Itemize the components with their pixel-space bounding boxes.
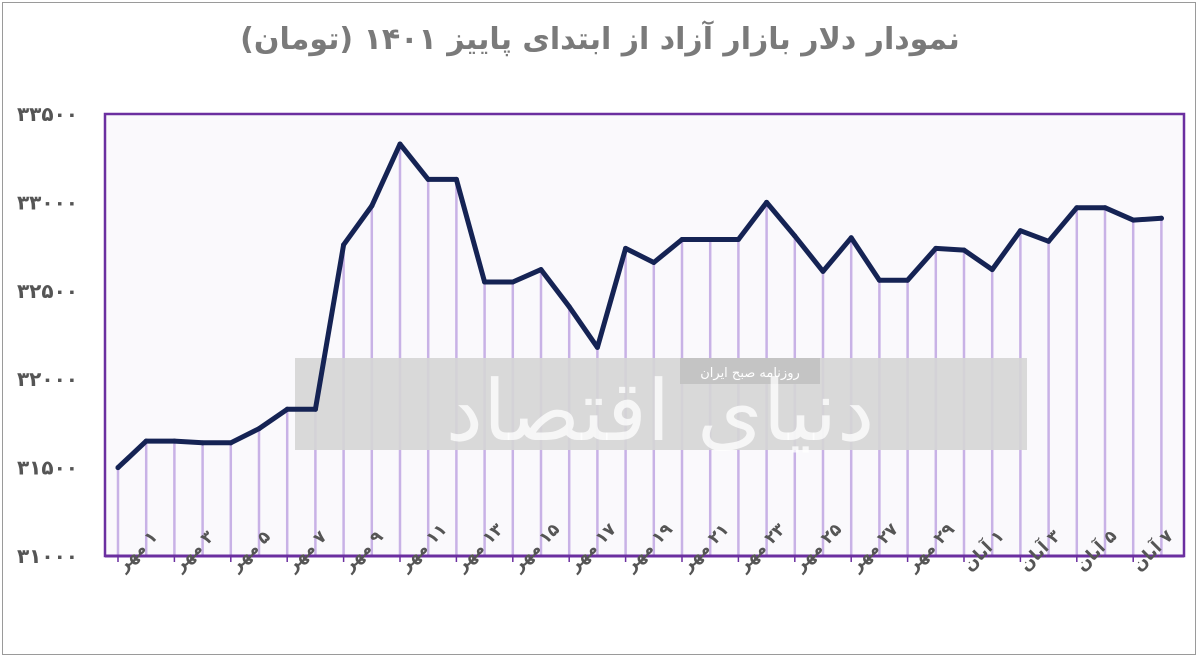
data-point <box>933 245 939 251</box>
data-point <box>510 279 516 285</box>
plot-area <box>105 114 1184 556</box>
data-point <box>905 277 911 283</box>
data-point <box>961 247 967 253</box>
data-point <box>171 438 177 444</box>
data-point <box>284 406 290 412</box>
data-point <box>256 426 262 432</box>
data-point <box>1158 215 1164 221</box>
data-point <box>679 237 685 243</box>
y-tick-label: ۳۱۰۰۰ <box>17 544 78 568</box>
data-point <box>876 277 882 283</box>
data-point <box>566 304 572 310</box>
watermark-subtitle: روزنامه صبح ایران <box>700 366 800 381</box>
data-point <box>228 440 234 446</box>
data-point <box>115 465 121 471</box>
data-point <box>200 440 206 446</box>
data-point <box>1074 205 1080 211</box>
data-point <box>341 242 347 248</box>
data-point <box>1130 217 1136 223</box>
data-points <box>115 141 1164 471</box>
data-point <box>453 176 459 182</box>
data-point <box>623 245 629 251</box>
watermark: روزنامه صبح ایران دنیای اقتصاد <box>295 358 1027 460</box>
y-tick-label: ۳۳۵۰۰ <box>17 102 78 126</box>
data-point <box>538 267 544 273</box>
data-point <box>369 203 375 209</box>
watermark-band <box>295 358 1027 450</box>
y-tick-label: ۳۲۰۰۰ <box>17 367 78 391</box>
series-line <box>115 141 1164 471</box>
watermark-sub-band <box>680 358 820 384</box>
y-axis: ۳۱۰۰۰ ۳۱۵۰۰ ۳۲۰۰۰ ۳۲۵۰۰ ۳۳۰۰۰ ۳۳۵۰۰ <box>17 102 78 568</box>
data-point <box>764 199 770 205</box>
data-point <box>1017 228 1023 234</box>
data-point <box>989 267 995 273</box>
data-point <box>143 438 149 444</box>
data-point <box>425 176 431 182</box>
data-point <box>651 260 657 266</box>
y-tick-label: ۳۲۵۰۰ <box>17 279 78 303</box>
data-point <box>792 233 798 239</box>
data-point <box>820 268 826 274</box>
data-point <box>1046 238 1052 244</box>
watermark-logo-text: دنیای اقتصاد <box>446 362 875 460</box>
data-point <box>397 141 403 147</box>
data-point <box>1102 205 1108 211</box>
chart-title: نمودار دلار بازار آزاد از ابتدای پاییز ۱… <box>240 22 960 57</box>
data-point <box>848 235 854 241</box>
data-point <box>482 279 488 285</box>
data-point <box>707 237 713 243</box>
y-tick-label: ۳۳۰۰۰ <box>17 190 78 214</box>
data-point <box>735 237 741 243</box>
y-tick-label: ۳۱۵۰۰ <box>17 456 78 480</box>
data-point <box>312 406 318 412</box>
data-point <box>594 344 600 350</box>
